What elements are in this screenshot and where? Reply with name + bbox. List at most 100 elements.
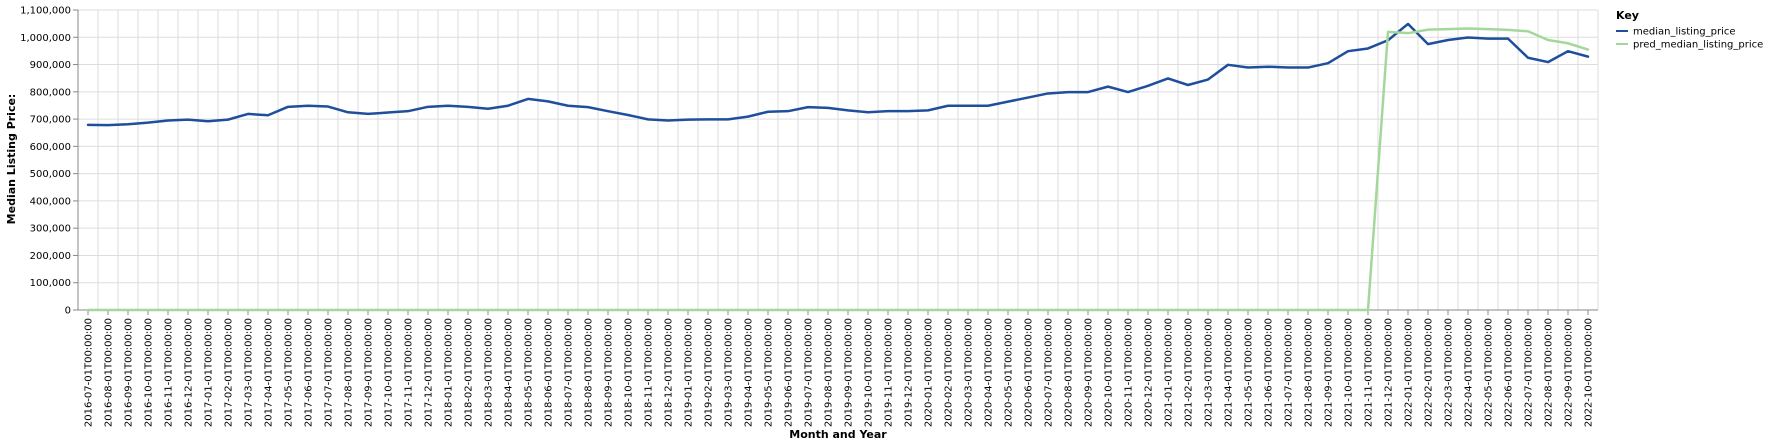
x-tick-label: 2020-08-01T00:00:00: [1064, 318, 1075, 427]
series-line-pred_median_listing_price: [86, 27, 1590, 312]
x-tick-label: 2021-10-01T00:00:00: [1344, 318, 1355, 427]
x-tick-label: 2021-08-01T00:00:00: [1304, 318, 1315, 427]
x-tick-label: 2020-10-01T00:00:00: [1104, 318, 1115, 427]
x-tick-label: 2022-06-01T00:00:00: [1504, 318, 1515, 427]
x-tick-label: 2017-03-01T00:00:00: [244, 318, 255, 427]
x-tick-label: 2017-09-01T00:00:00: [364, 318, 375, 427]
x-tick-label: 2019-09-01T00:00:00: [844, 318, 855, 427]
x-tick-label: 2019-10-01T00:00:00: [864, 318, 875, 427]
x-tick-label: 2017-06-01T00:00:00: [304, 318, 315, 427]
legend-title: Key: [1616, 9, 1639, 22]
y-tick-label: 800,000: [30, 87, 71, 98]
y-tick-label: 600,000: [30, 142, 71, 153]
x-tick-label: 2022-04-01T00:00:00: [1464, 318, 1475, 427]
x-tick-label: 2017-10-01T00:00:00: [384, 318, 395, 427]
x-tick-label: 2019-01-01T00:00:00: [684, 318, 695, 427]
x-tick-label: 2017-08-01T00:00:00: [344, 318, 355, 427]
x-tick-label: 2018-12-01T00:00:00: [664, 318, 675, 427]
x-tick-label: 2022-05-01T00:00:00: [1484, 318, 1495, 427]
x-tick-label: 2016-08-01T00:00:00: [104, 318, 115, 427]
y-tick-label: 1,000,000: [20, 33, 71, 44]
x-tick-label: 2019-11-01T00:00:00: [884, 318, 895, 427]
x-tick-label: 2018-07-01T00:00:00: [564, 318, 575, 427]
x-tick-label: 2020-06-01T00:00:00: [1024, 318, 1035, 427]
series-lines: [86, 22, 1590, 312]
x-tick-label: 2021-06-01T00:00:00: [1264, 318, 1275, 427]
x-tick-label: 2018-02-01T00:00:00: [464, 318, 475, 427]
x-tick-label: 2018-11-01T00:00:00: [644, 318, 655, 427]
y-tick-label: 500,000: [30, 169, 71, 180]
y-tick-label: 900,000: [30, 60, 71, 71]
x-tick-label: 2022-02-01T00:00:00: [1424, 318, 1435, 427]
x-tick-label: 2017-07-01T00:00:00: [324, 318, 335, 427]
x-tick-label: 2018-03-01T00:00:00: [484, 318, 495, 427]
x-tick-label: 2021-12-01T00:00:00: [1384, 318, 1395, 427]
x-tick-label: 2020-05-01T00:00:00: [1004, 318, 1015, 427]
x-tick-label: 2021-11-01T00:00:00: [1364, 318, 1375, 427]
x-tick-label: 2018-01-01T00:00:00: [444, 318, 455, 427]
x-tick-label: 2016-09-01T00:00:00: [124, 318, 135, 427]
x-tick-label: 2020-12-01T00:00:00: [1144, 318, 1155, 427]
x-tick-label: 2016-10-01T00:00:00: [144, 318, 155, 427]
y-tick-label: 300,000: [30, 224, 71, 235]
x-tick-label: 2017-05-01T00:00:00: [284, 318, 295, 427]
x-tick-label: 2022-08-01T00:00:00: [1544, 318, 1555, 427]
x-tick-label: 2020-09-01T00:00:00: [1084, 318, 1095, 427]
x-tick-label: 2021-01-01T00:00:00: [1164, 318, 1175, 427]
x-tick-label: 2020-07-01T00:00:00: [1044, 318, 1055, 427]
x-tick-label: 2022-03-01T00:00:00: [1444, 318, 1455, 427]
x-tick-label: 2019-06-01T00:00:00: [784, 318, 795, 427]
x-tick-label: 2017-01-01T00:00:00: [204, 318, 215, 427]
y-axis-title: Median Listing Price:: [5, 94, 18, 225]
x-tick-label: 2017-02-01T00:00:00: [224, 318, 235, 427]
x-tick-label: 2016-07-01T00:00:00: [84, 318, 95, 427]
y-tick-label: 0: [65, 306, 71, 317]
y-tick-label: 1,100,000: [20, 6, 71, 17]
x-tick-label: 2018-05-01T00:00:00: [524, 318, 535, 427]
x-tick-label: 2019-04-01T00:00:00: [744, 318, 755, 427]
x-tick-label: 2020-03-01T00:00:00: [964, 318, 975, 427]
x-tick-label: 2021-02-01T00:00:00: [1184, 318, 1195, 427]
y-tick-label: 200,000: [30, 251, 71, 262]
legend-label: median_listing_price: [1633, 27, 1736, 38]
series-line-median_listing_price: [86, 22, 1590, 127]
x-tick-label: 2022-01-01T00:00:00: [1404, 318, 1415, 427]
x-tick-label: 2018-08-01T00:00:00: [584, 318, 595, 427]
x-tick-label: 2020-04-01T00:00:00: [984, 318, 995, 427]
x-tick-label: 2022-09-01T00:00:00: [1564, 318, 1575, 427]
x-tick-label: 2016-11-01T00:00:00: [164, 318, 175, 427]
x-tick-label: 2020-11-01T00:00:00: [1124, 318, 1135, 427]
y-tick-label: 100,000: [30, 278, 71, 289]
x-tick-label: 2018-04-01T00:00:00: [504, 318, 515, 427]
x-tick-label: 2019-07-01T00:00:00: [804, 318, 815, 427]
x-tick-label: 2021-09-01T00:00:00: [1324, 318, 1335, 427]
x-tick-label: 2021-07-01T00:00:00: [1284, 318, 1295, 427]
x-tick-label: 2021-04-01T00:00:00: [1224, 318, 1235, 427]
x-tick-label: 2022-10-01T00:00:00: [1584, 318, 1595, 427]
x-tick-label: 2020-01-01T00:00:00: [924, 318, 935, 427]
y-axis: 0 100,000 200,000 300,000 400,000 500,000 600,…: [20, 6, 79, 317]
x-tick-label: 2018-06-01T00:00:00: [544, 318, 555, 427]
x-tick-label: 2020-02-01T00:00:00: [944, 318, 955, 427]
x-axis: 2016-07-01T00:00:00 2016-08-01T00:00:00 20…: [78, 309, 1598, 427]
x-tick-label: 2017-12-01T00:00:00: [424, 318, 435, 427]
x-tick-label: 2019-05-01T00:00:00: [764, 318, 775, 427]
x-tick-label: 2022-07-01T00:00:00: [1524, 318, 1535, 427]
x-tick-label: 2019-03-01T00:00:00: [724, 318, 735, 427]
x-tick-label: 2017-11-01T00:00:00: [404, 318, 415, 427]
x-tick-label: 2021-03-01T00:00:00: [1204, 318, 1215, 427]
x-tick-label: 2018-09-01T00:00:00: [604, 318, 615, 427]
x-tick-label: 2021-05-01T00:00:00: [1244, 318, 1255, 427]
legend: Key median_listing_price pred_median_list…: [1616, 9, 1763, 51]
x-tick-label: 2019-12-01T00:00:00: [904, 318, 915, 427]
x-tick-label: 2016-12-01T00:00:00: [184, 318, 195, 427]
x-tick-label: 2017-04-01T00:00:00: [264, 318, 275, 427]
x-tick-label: 2019-02-01T00:00:00: [704, 318, 715, 427]
y-tick-label: 700,000: [30, 115, 71, 126]
x-axis-title: Month and Year: [789, 428, 887, 441]
y-tick-label: 400,000: [30, 196, 71, 207]
x-tick-label: 2019-08-01T00:00:00: [824, 318, 835, 427]
legend-label: pred_median_listing_price: [1633, 40, 1763, 51]
x-tick-label: 2018-10-01T00:00:00: [624, 318, 635, 427]
